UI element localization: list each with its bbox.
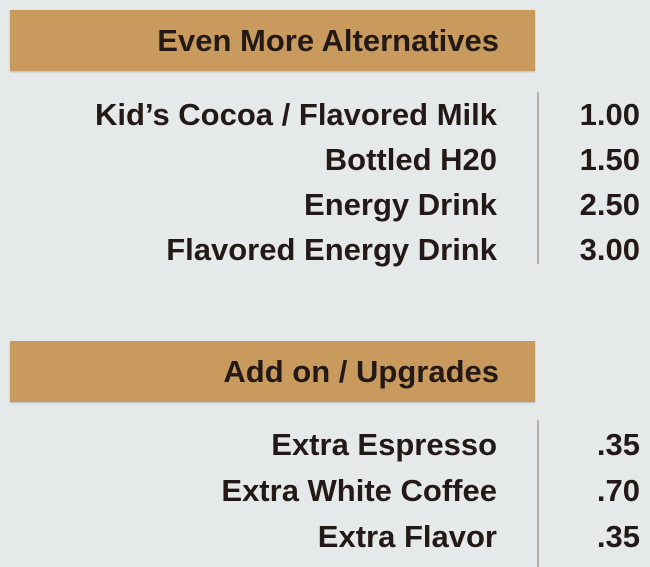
item-price: .35 [596,519,640,554]
item-name: Bottled H20 [324,142,497,177]
menu-item: Flavored Energy Drink 3.00 [0,228,650,272]
menu-item: Bottled H20 1.50 [0,138,650,182]
menu-item: Extra Flavor .35 [0,515,650,559]
section-header-add-on-upgrades: Add on / Upgrades [10,341,535,402]
menu-item: Extra White Coffee .70 [0,469,650,513]
item-price: 1.50 [579,142,640,177]
item-name: Extra Espresso [271,427,497,462]
column-divider [537,420,539,567]
column-divider [537,92,539,264]
menu-item: Energy Drink 2.50 [0,183,650,227]
menu-item: Extra Espresso .35 [0,423,650,467]
item-name: Extra White Coffee [221,473,497,508]
item-price: .35 [596,427,640,462]
item-price: 1.00 [579,97,640,132]
item-price: 3.00 [579,232,640,267]
item-name: Flavored Energy Drink [166,232,497,267]
menu-item: Kid’s Cocoa / Flavored Milk 1.00 [0,93,650,137]
section-header-even-more-alternatives: Even More Alternatives [10,10,535,71]
item-price: .70 [596,473,640,508]
item-name: Energy Drink [304,187,497,222]
item-price: 2.50 [579,187,640,222]
item-name: Extra Flavor [317,519,497,554]
item-name: Kid’s Cocoa / Flavored Milk [95,97,497,132]
